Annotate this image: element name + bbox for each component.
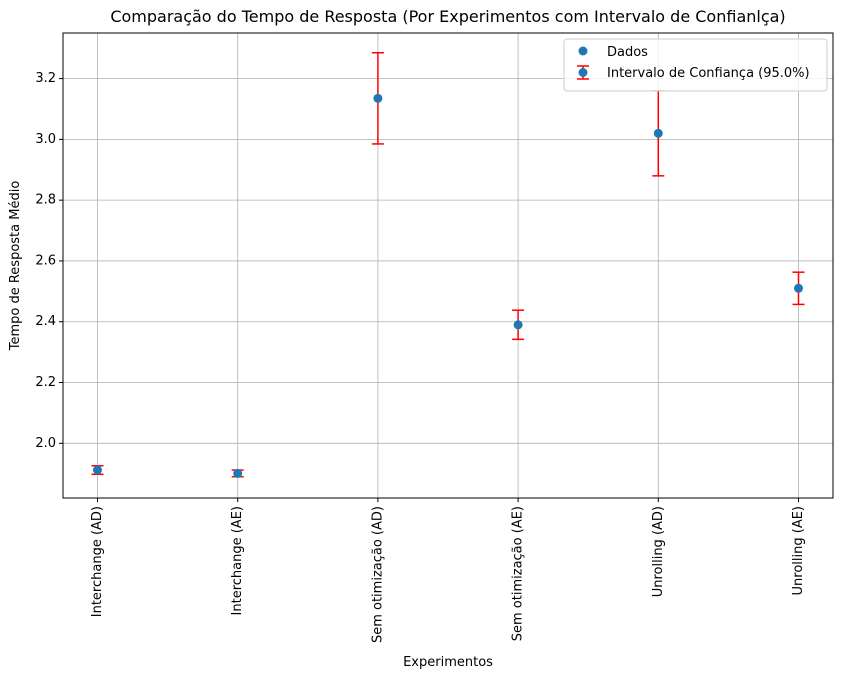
legend: Dados Intervalo de Confiança (95.0%) — [563, 38, 828, 92]
chart-title: Comparação do Tempo de Resposta (Por Exp… — [110, 7, 785, 26]
y-tick-label: 3.2 — [35, 71, 56, 86]
y-tick-label: 2.6 — [35, 253, 56, 268]
y-axis: 2.0 2.2 2.4 2.6 2.8 3.0 3.2 — [35, 71, 63, 451]
x-tick-label: Interchange (AE) — [230, 506, 245, 615]
data-points — [93, 93, 803, 478]
y-tick-label: 3.0 — [35, 132, 56, 147]
y-axis-title: Tempo de Resposta Médio — [8, 181, 23, 352]
legend-marker-ci — [577, 65, 589, 80]
data-point — [373, 93, 383, 103]
x-tick-label: Sem otimização (AE) — [511, 506, 526, 641]
x-tick-label: Sem otimização (AD) — [370, 506, 385, 643]
legend-box — [563, 38, 828, 92]
x-tick-label: Interchange (AD) — [90, 506, 105, 617]
x-axis: Interchange (AD) Interchange (AE) Sem otim… — [90, 498, 806, 643]
data-point — [513, 320, 523, 330]
y-tick-label: 2.0 — [35, 436, 56, 451]
y-tick-label: 2.4 — [35, 314, 56, 329]
x-axis-title: Experimentos — [403, 655, 493, 670]
data-point — [93, 465, 102, 475]
legend-marker-dados — [578, 46, 588, 56]
legend-label-dados: Dados — [607, 45, 648, 60]
data-point — [233, 468, 243, 478]
plot-frame — [62, 32, 834, 499]
legend-label-ci: Intervalo de Confiança (95.0%) — [607, 66, 810, 81]
x-tick-label: Unrolling (AE) — [791, 506, 806, 595]
y-tick-label: 2.2 — [35, 375, 56, 390]
data-point — [794, 283, 803, 293]
y-tick-label: 2.8 — [35, 193, 56, 208]
data-point — [653, 128, 663, 138]
x-tick-label: Unrolling (AD) — [651, 506, 666, 597]
